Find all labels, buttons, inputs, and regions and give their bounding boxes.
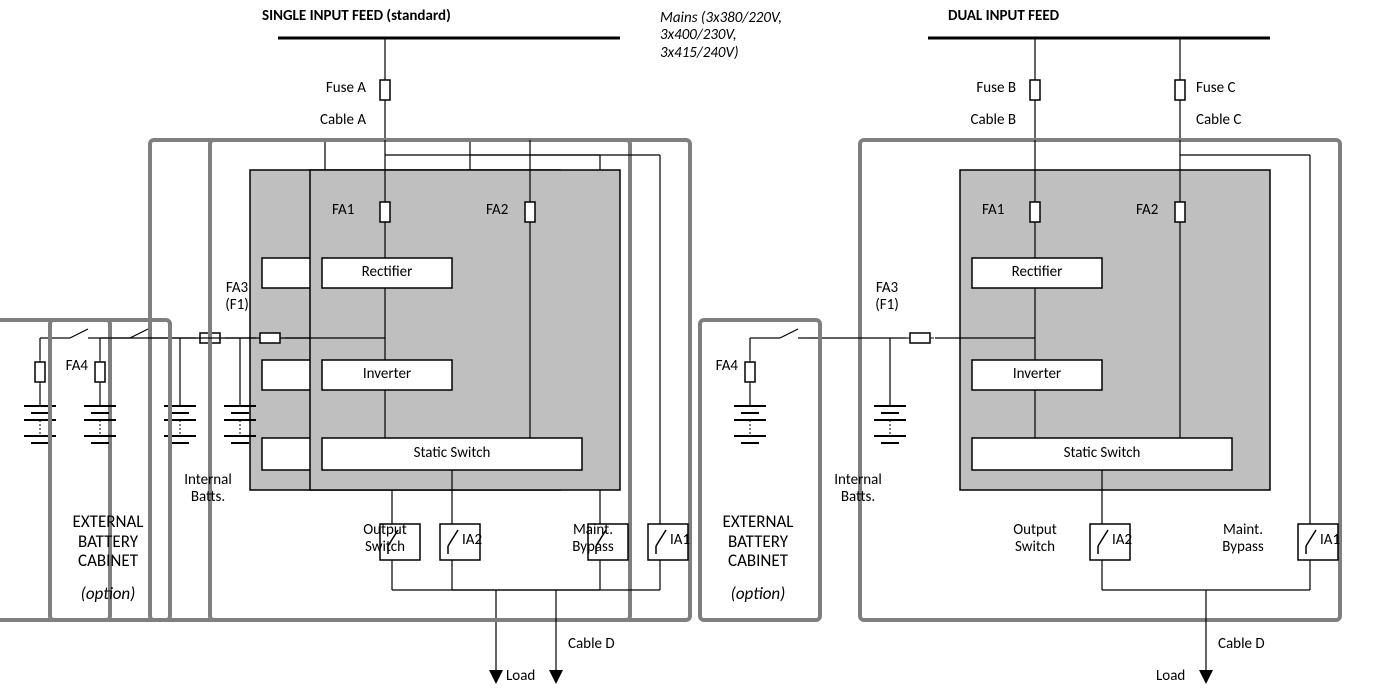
- load-arrow: [489, 670, 503, 684]
- label-fa3-r: FA3 (F1): [862, 280, 912, 315]
- fuse-a: [380, 76, 390, 104]
- label-static-r: Static Switch: [972, 445, 1232, 462]
- label-fuse-c: Fuse C: [1196, 80, 1236, 97]
- label-extcab-opt-l: (option): [48, 584, 168, 604]
- fuse-b: [1030, 76, 1040, 104]
- label-ia1-l: IA1: [670, 532, 690, 549]
- label-rectifier-r: Rectifier: [972, 264, 1102, 281]
- label-fa1-l: FA1: [332, 202, 354, 219]
- label-cable-d-l: Cable D: [568, 636, 615, 653]
- label-mbyp-r: Maint. Bypass: [1188, 522, 1298, 557]
- heading-single: SINGLE INPUT FEED (standard): [262, 8, 451, 25]
- label-fa4-l: FA4: [38, 358, 88, 375]
- label-intbatt-l: Internal Batts.: [158, 472, 258, 507]
- label-extcab-r: EXTERNAL BATTERY CABINET: [698, 512, 818, 571]
- label-rectifier-l: Rectifier: [322, 264, 452, 281]
- label-cable-b: Cable B: [946, 112, 1016, 129]
- label-fuse-b: Fuse B: [946, 80, 1016, 97]
- label-fa4-r: FA4: [688, 358, 738, 375]
- label-fa2-l: FA2: [486, 202, 508, 219]
- label-mbyp-l: Maint. Bypass: [538, 522, 648, 557]
- ups-feed-diagram: [0, 0, 1384, 690]
- mains-spec-note: Mains (3x380/220V, 3x400/230V, 3x415/240…: [660, 10, 782, 62]
- label-fa2-r: FA2: [1136, 202, 1158, 219]
- label-inverter-l: Inverter: [322, 366, 452, 383]
- label-ia2-l: IA2: [462, 532, 482, 549]
- label-ia2-r: IA2: [1112, 532, 1132, 549]
- label-outsw-l: Output Switch: [330, 522, 440, 557]
- label-fuse-a: Fuse A: [296, 80, 366, 97]
- label-load-r: Load: [1156, 668, 1185, 685]
- label-fa3-l: FA3 (F1): [212, 280, 262, 315]
- label-inverter-r: Inverter: [972, 366, 1102, 383]
- label-static-l: Static Switch: [322, 445, 582, 462]
- label-fa1-r: FA1: [982, 202, 1004, 219]
- label-extcab-l: EXTERNAL BATTERY CABINET: [48, 512, 168, 571]
- label-extcab-opt-r: (option): [698, 584, 818, 604]
- label-cable-c: Cable C: [1196, 112, 1241, 129]
- label-cable-a: Cable A: [296, 112, 366, 129]
- label-outsw-r: Output Switch: [980, 522, 1090, 557]
- fuse-c: [1175, 76, 1185, 104]
- label-ia1-r: IA1: [1320, 532, 1340, 549]
- battery-disconnect-switch: [56, 329, 100, 338]
- label-load-l: Load: [506, 668, 535, 685]
- label-cable-d-r: Cable D: [1218, 636, 1265, 653]
- heading-dual: DUAL INPUT FEED: [948, 8, 1059, 25]
- label-intbatt-r: Internal Batts.: [808, 472, 908, 507]
